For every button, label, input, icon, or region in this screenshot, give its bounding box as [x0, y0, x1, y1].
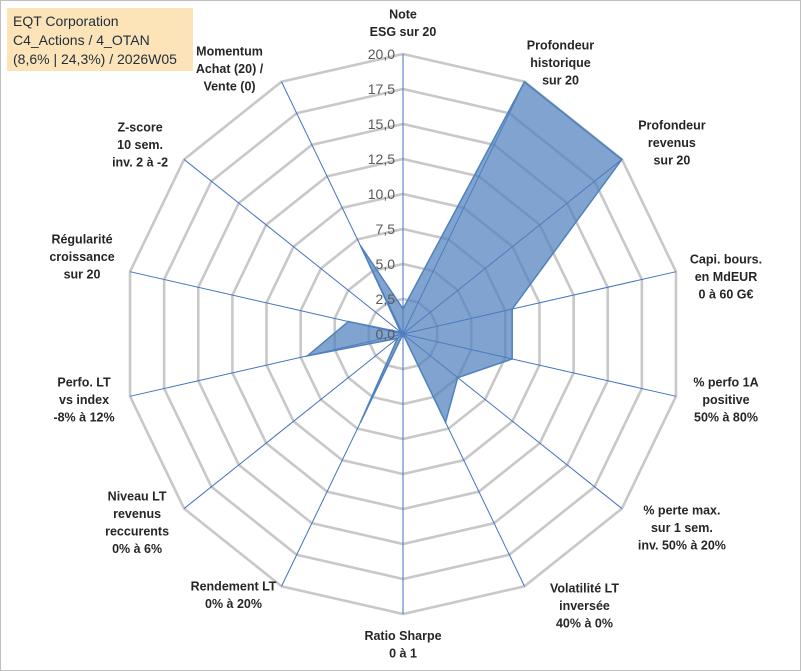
axis-spoke: [183, 159, 404, 335]
data-point: [402, 333, 404, 335]
data-point: [511, 358, 513, 360]
axis-spoke: [183, 333, 404, 509]
axis-label: Rendement LT 0% à 20%: [191, 579, 277, 611]
axis-label: Z-score 10 sem. inv. 2 à -2: [112, 120, 168, 169]
tick-label: 12,5: [368, 151, 395, 167]
tick-label: 2,5: [376, 291, 396, 307]
data-point: [456, 376, 459, 379]
tick-label: 0,0: [376, 326, 396, 342]
data-point: [511, 308, 513, 310]
axis-label: Momentum Achat (20) / Vente (0): [196, 45, 264, 94]
tick-label: 15,0: [368, 116, 395, 132]
tick-label: 5,0: [376, 256, 396, 272]
data-point: [306, 355, 309, 357]
data-point: [444, 421, 447, 424]
title-line-category: C4_Actions / 4_OTAN: [13, 32, 150, 48]
axis-label: Niveau LT revenus reccurents 0% à 6%: [105, 490, 169, 557]
title-box: EQT Corporation C4_Actions / 4_OTAN (8,6…: [7, 8, 193, 71]
axis-label: Profondeur revenus sur 20: [638, 118, 705, 167]
data-point: [523, 80, 526, 83]
data-point: [359, 421, 362, 424]
axis-label: Perfo. LT vs index -8% à 12%: [53, 375, 114, 424]
data-point: [396, 337, 399, 340]
data-point: [621, 158, 623, 161]
title-line-stats: (8,6% | 24,3%) / 2026W05: [13, 51, 177, 67]
axis-label: Profondeur historique sur 20: [527, 39, 594, 88]
axis-label: Ratio Sharpe 0 à 1: [364, 629, 441, 661]
data-point: [347, 320, 350, 323]
title-line-company: EQT Corporation: [13, 13, 119, 29]
data-point: [402, 308, 404, 310]
data-point: [359, 244, 362, 247]
tick-label: 17,5: [368, 81, 395, 97]
axis-label: Note ESG sur 20: [370, 8, 437, 40]
axis-label: Volatilité LT inversée 40% à 0%: [550, 581, 619, 630]
tick-label: 7,5: [376, 221, 396, 237]
axis-label: % perfo 1A positive 50% à 80%: [693, 375, 758, 424]
data-point: [400, 331, 402, 334]
tick-label: 20,0: [368, 46, 395, 62]
axis-label: % perte max. sur 1 sem. inv. 50% à 20%: [638, 504, 726, 553]
tick-label: 10,0: [368, 186, 395, 202]
axis-label: Capi. bours. en MdEUR 0 à 60 G€: [690, 253, 762, 302]
axis-label: Régularité croissance sur 20: [49, 233, 114, 282]
